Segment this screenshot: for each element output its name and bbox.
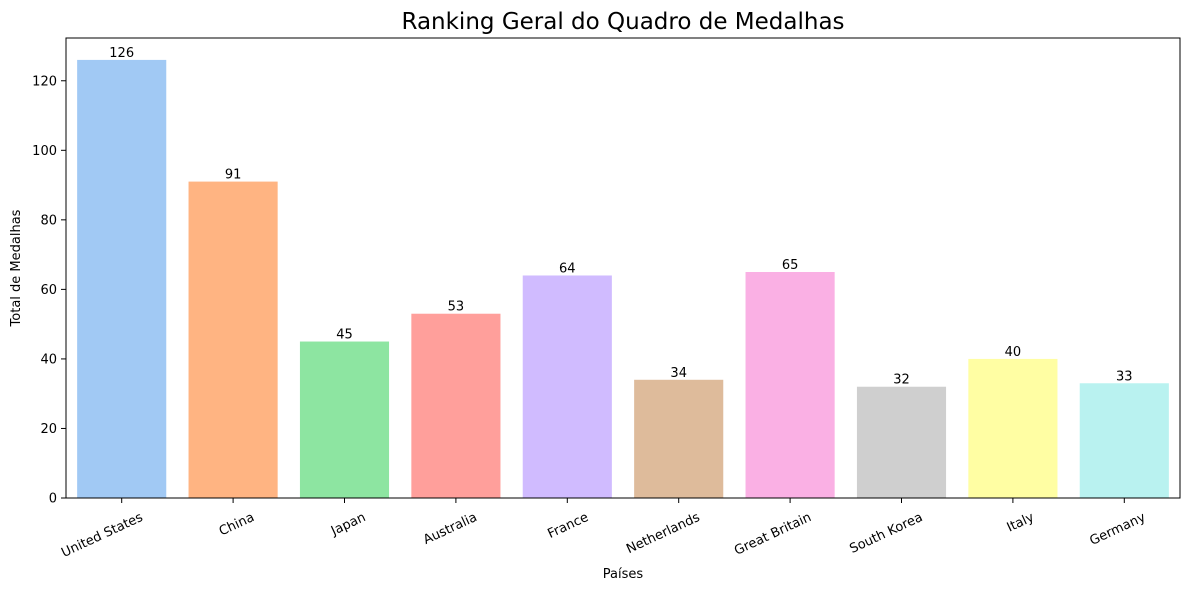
bar-value-label: 91 xyxy=(225,168,242,183)
x-tick-label: Great Britain xyxy=(732,510,814,559)
x-tick-label: Japan xyxy=(328,510,368,539)
y-axis-label: Total de Medalhas xyxy=(9,209,24,327)
x-tick-label: South Korea xyxy=(847,510,925,557)
bar xyxy=(968,358,1058,498)
bar xyxy=(188,181,278,498)
x-tick-label: Australia xyxy=(421,510,479,548)
y-tick-label: 100 xyxy=(32,144,57,159)
bar xyxy=(299,341,390,498)
bar xyxy=(522,275,612,498)
bar-value-label: 34 xyxy=(670,366,687,381)
y-tick-label: 120 xyxy=(32,74,57,89)
y-tick-label: 0 xyxy=(49,492,57,507)
bar-value-label: 126 xyxy=(109,46,134,61)
bar xyxy=(856,386,947,498)
bar xyxy=(411,313,501,498)
bar xyxy=(77,59,167,499)
x-tick-label: Netherlands xyxy=(624,510,702,557)
chart-title: Ranking Geral do Quadro de Medalhas xyxy=(401,9,844,35)
x-tick-label: Germany xyxy=(1087,510,1148,549)
bar-value-label: 33 xyxy=(1116,369,1133,384)
bar xyxy=(634,379,724,498)
y-tick-label: 60 xyxy=(40,283,57,298)
bar xyxy=(1079,383,1169,498)
y-tick-label: 20 xyxy=(40,422,57,437)
bar-value-label: 40 xyxy=(1005,345,1022,360)
bar-value-label: 45 xyxy=(336,328,353,343)
y-tick-label: 80 xyxy=(40,213,57,228)
x-tick-label: United States xyxy=(59,510,145,561)
bar-value-label: 32 xyxy=(893,373,910,388)
bar-value-label: 53 xyxy=(448,300,465,315)
y-tick-label: 40 xyxy=(40,352,57,367)
bar-value-label: 64 xyxy=(559,261,576,276)
bar xyxy=(745,271,835,498)
x-axis-label: Países xyxy=(603,567,644,582)
bar-value-label: 65 xyxy=(782,258,799,273)
plot-frame xyxy=(65,37,1181,499)
x-tick-label: China xyxy=(217,510,257,539)
x-tick-label: Italy xyxy=(1005,510,1037,536)
x-tick-label: France xyxy=(545,510,591,542)
